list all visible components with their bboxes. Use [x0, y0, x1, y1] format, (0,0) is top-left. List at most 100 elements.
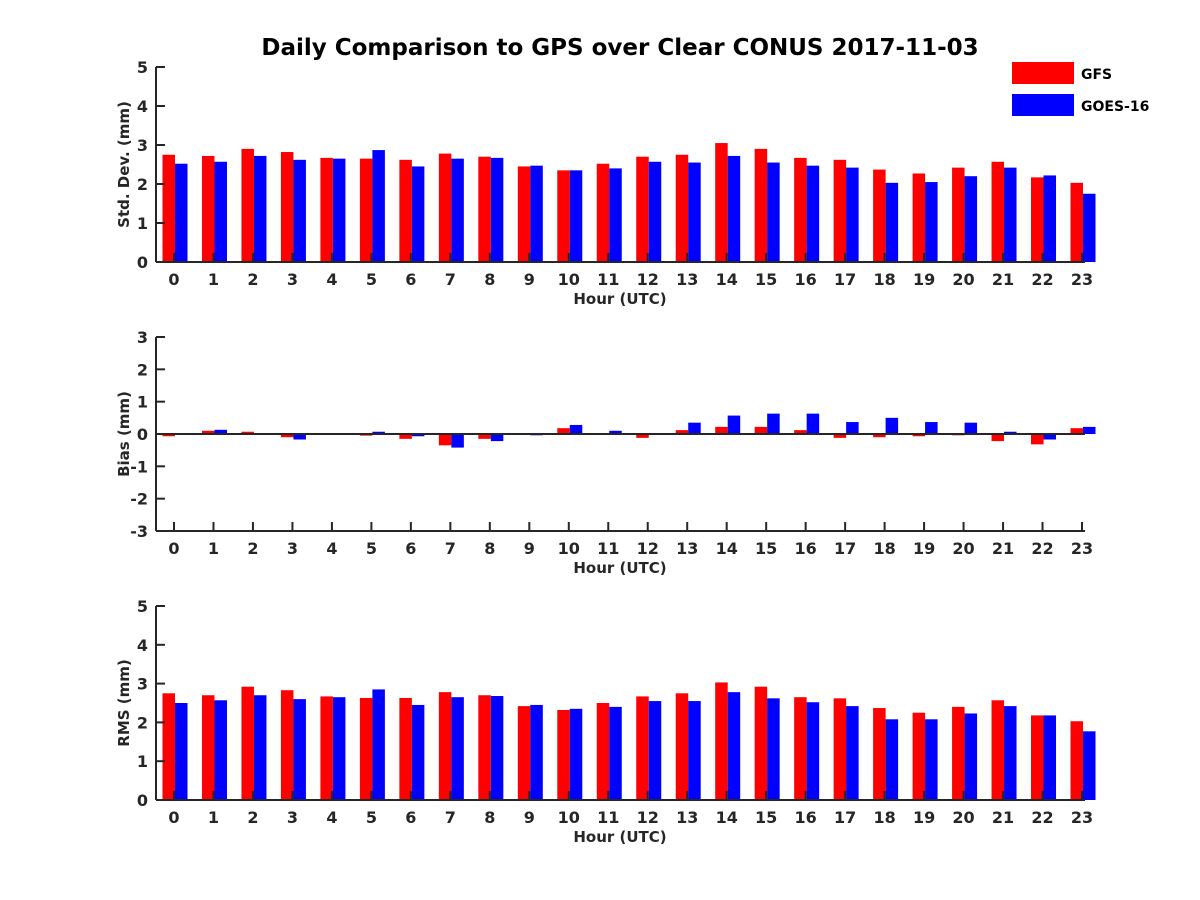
x-tick-label: 6: [405, 539, 416, 558]
x-tick-label: 15: [755, 808, 777, 827]
bar-goes16-hour-23: [1083, 731, 1096, 800]
bar-gfs-hour-16: [794, 697, 807, 800]
bar-gfs-hour-23: [1070, 182, 1083, 262]
bar-gfs-hour-13: [675, 154, 689, 262]
bar-gfs-hour-14: [715, 682, 728, 800]
bar-goes16-hour-7: [451, 434, 464, 448]
bar-gfs-hour-22: [1031, 434, 1044, 445]
x-tick-label: 18: [873, 808, 895, 827]
bar-goes16-hour-18: [885, 417, 899, 434]
bar-gfs-hour-3: [280, 152, 294, 262]
x-tick-label: 6: [405, 270, 416, 289]
y-axis-label: RMS (mm): [115, 659, 133, 746]
bar-goes16-hour-10: [569, 170, 583, 262]
bar-goes16-hour-22: [1043, 434, 1057, 440]
x-tick-label: 22: [1031, 808, 1053, 827]
x-tick-label: 8: [484, 808, 495, 827]
bar-gfs-hour-2: [241, 686, 254, 800]
bar-goes16-hour-13: [688, 162, 701, 262]
bar-gfs-hour-0: [162, 693, 175, 800]
bar-goes16-hour-16: [806, 702, 820, 800]
bar-goes16-hour-5: [372, 431, 385, 434]
x-tick-label: 9: [524, 270, 535, 289]
x-tick-label: 4: [326, 539, 337, 558]
bar-gfs-hour-12: [636, 696, 649, 800]
bar-gfs-hour-8: [478, 434, 491, 439]
bar-goes16-hour-9: [530, 165, 543, 262]
bar-gfs-hour-23: [1070, 428, 1083, 434]
x-tick-label: 18: [873, 539, 895, 558]
legend-swatch-gfs: [1012, 62, 1074, 84]
x-tick-label: 5: [366, 539, 377, 558]
x-tick-label: 12: [637, 270, 659, 289]
bar-goes16-hour-7: [451, 697, 464, 800]
x-axis-label: Hour (UTC): [573, 290, 666, 308]
bar-goes16-hour-18: [885, 719, 899, 800]
y-tick-label: -1: [130, 457, 148, 476]
bar-goes16-hour-14: [727, 415, 741, 434]
y-tick-label: 1: [137, 393, 148, 412]
bar-goes16-hour-22: [1043, 175, 1057, 262]
bar-goes16-hour-0: [175, 163, 188, 262]
bar-goes16-hour-12: [648, 161, 662, 262]
bar-goes16-hour-4: [332, 697, 346, 800]
bar-gfs-hour-16: [794, 157, 807, 262]
bar-gfs-hour-19: [912, 173, 926, 262]
bar-gfs-hour-10: [557, 709, 570, 800]
bar-gfs-hour-11: [596, 163, 610, 262]
x-tick-label: 0: [168, 270, 179, 289]
x-tick-label: 17: [834, 808, 856, 827]
bar-gfs-hour-15: [754, 686, 768, 800]
bar-gfs-hour-1: [201, 430, 215, 434]
bar-goes16-hour-20: [964, 422, 978, 434]
y-tick-label: 0: [137, 253, 148, 272]
x-tick-label: 22: [1031, 270, 1053, 289]
bar-goes16-hour-17: [846, 422, 859, 434]
y-tick-label: 5: [137, 597, 148, 616]
bar-goes16-hour-16: [806, 413, 820, 434]
x-tick-label: 14: [716, 270, 738, 289]
y-tick-label: -3: [130, 522, 148, 541]
y-tick-label: 0: [137, 425, 148, 444]
x-tick-label: 3: [287, 270, 298, 289]
y-tick-label: 4: [137, 97, 148, 116]
bar-gfs-hour-2: [241, 431, 254, 434]
bar-gfs-hour-9: [517, 166, 531, 262]
x-tick-label: 21: [992, 270, 1014, 289]
bar-goes16-hour-12: [648, 701, 662, 800]
bar-gfs-hour-5: [359, 158, 373, 262]
x-tick-label: 8: [484, 270, 495, 289]
bar-gfs-hour-15: [754, 148, 768, 262]
bar-gfs-hour-0: [162, 434, 175, 437]
bar-goes16-hour-15: [767, 698, 780, 800]
bar-goes16-hour-8: [490, 157, 504, 262]
bar-goes16-hour-11: [609, 706, 622, 800]
x-tick-label: 15: [755, 539, 777, 558]
x-tick-label: 23: [1071, 539, 1093, 558]
bar-goes16-hour-23: [1083, 193, 1096, 262]
bar-gfs-hour-20: [952, 706, 965, 800]
x-tick-label: 2: [247, 539, 258, 558]
bar-gfs-hour-22: [1031, 715, 1044, 800]
x-axis-label: Hour (UTC): [573, 559, 666, 577]
bar-gfs-hour-15: [754, 426, 768, 434]
bar-gfs-hour-8: [478, 695, 491, 800]
bar-goes16-hour-9: [530, 704, 543, 800]
x-tick-label: 7: [445, 270, 456, 289]
bar-goes16-hour-1: [214, 700, 227, 800]
bar-gfs-hour-18: [873, 169, 886, 262]
x-tick-label: 14: [716, 808, 738, 827]
bar-gfs-hour-13: [675, 430, 689, 434]
bar-gfs-hour-23: [1070, 721, 1083, 800]
bar-goes16-hour-17: [846, 167, 859, 262]
x-tick-label: 23: [1071, 808, 1093, 827]
x-tick-label: 16: [795, 539, 817, 558]
x-tick-label: 2: [247, 808, 258, 827]
bar-goes16-hour-8: [490, 696, 504, 800]
bar-gfs-hour-6: [399, 159, 412, 262]
x-tick-label: 7: [445, 808, 456, 827]
y-tick-label: 0: [137, 791, 148, 810]
x-tick-label: 9: [524, 539, 535, 558]
legend: GFS GOES-16: [1012, 62, 1149, 116]
